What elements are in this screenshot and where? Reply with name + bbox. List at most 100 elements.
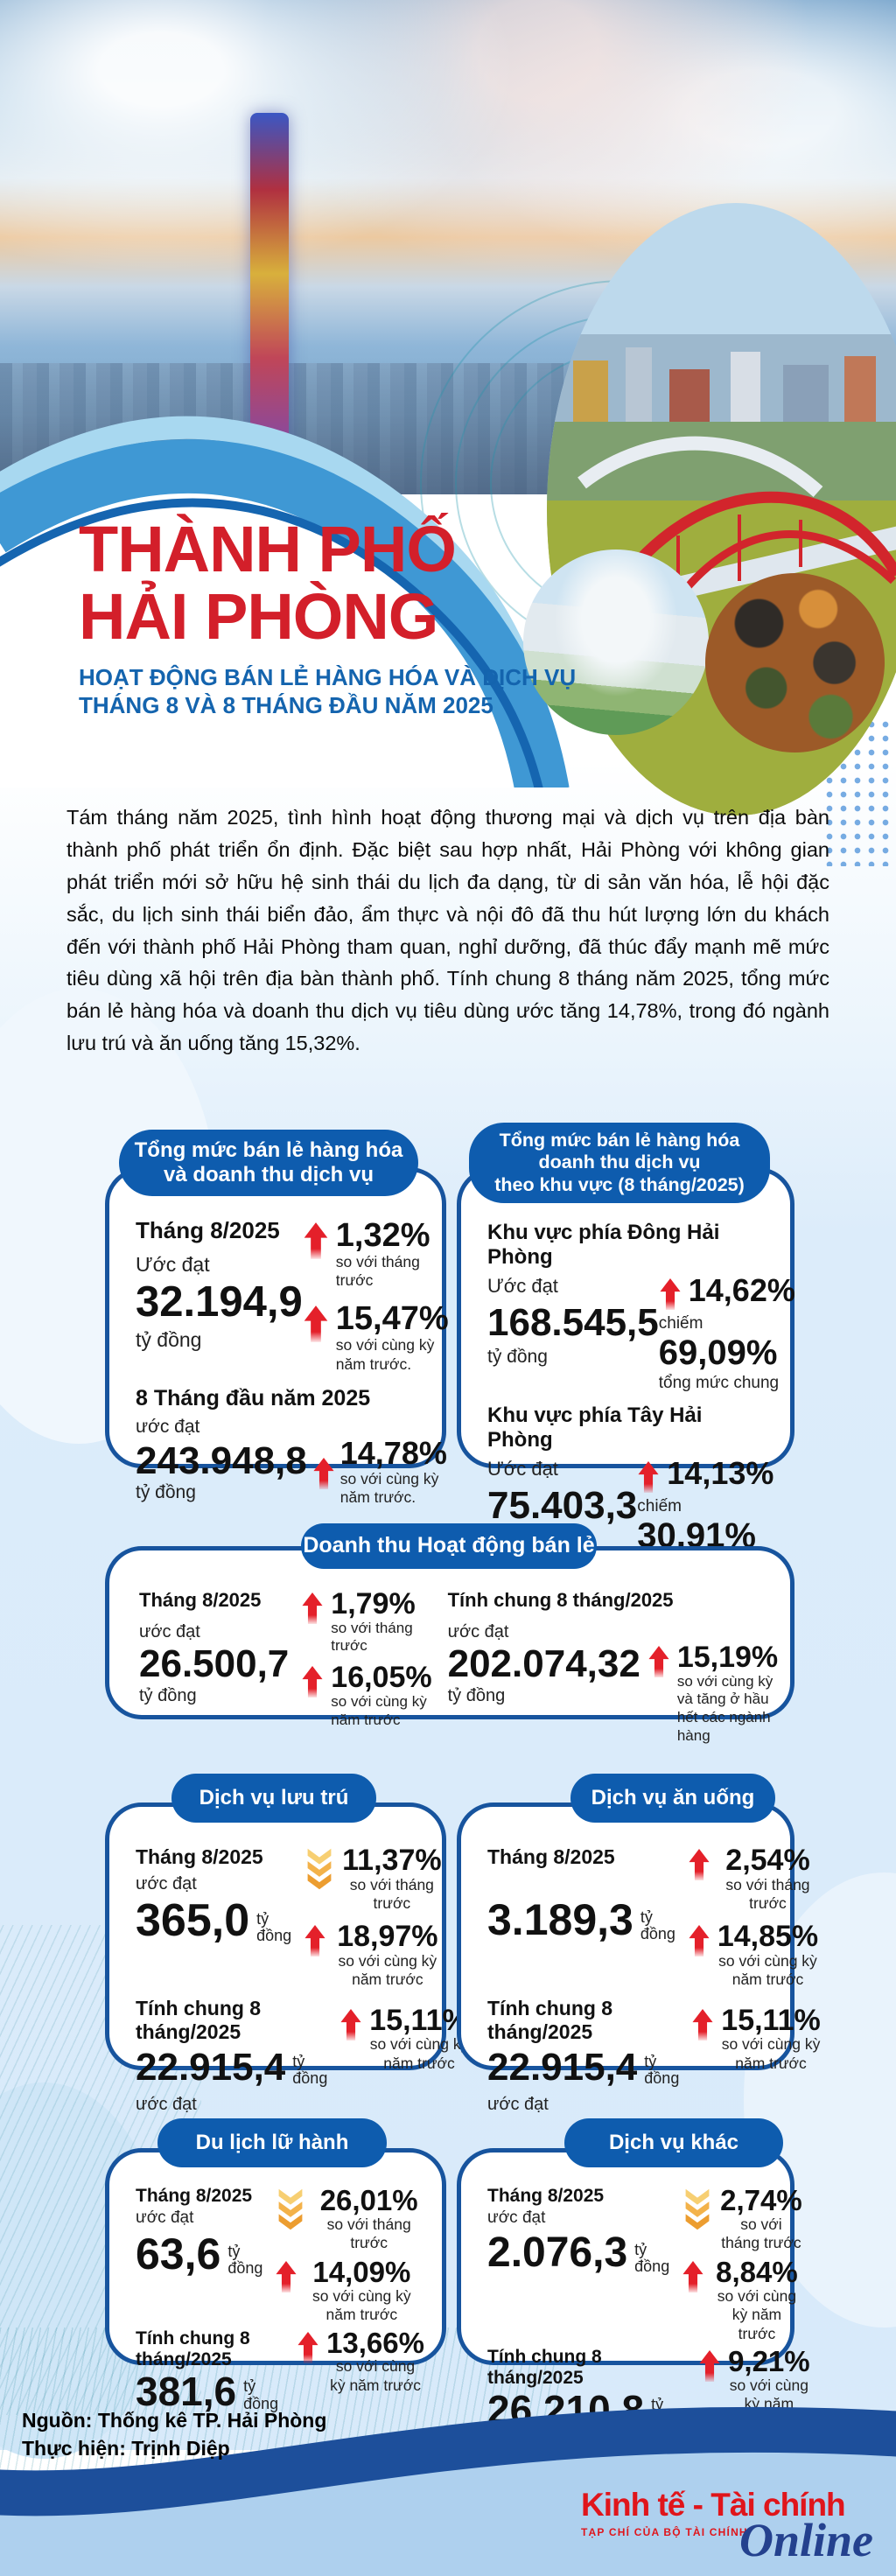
card-retail-total: Tháng 8/2025 Ước đạt 32.194,9 tỷ đồng 1,… [105,1167,449,1506]
month-value: 63,6 [136,2230,221,2278]
unit-label: tỷ đồng [228,2242,263,2278]
retail-revenue-header-text: Doanh thu Hoạt động bán lẻ [303,1533,595,1558]
stat-value: 16,05% [331,1661,432,1695]
up-arrow-icon [303,1304,329,1344]
period-label: Tháng 8/2025 [136,2186,253,2206]
stat-value: 1,32% [335,1217,430,1254]
stat-value: 15,11% [369,2003,469,2037]
service-lu-hanh-header: Du lịch lữ hành [158,2118,387,2167]
share-value: 69,09% [658,1334,778,1373]
estimate-label: Ước đạt [136,1253,210,1276]
ytd-value: 243.948,8 [136,1439,307,1483]
stat-value: 15,19% [676,1641,779,1674]
stat-vs-prev-year: 13,66% so với cùng kỳ năm trước [297,2328,424,2412]
period-label: 8 Tháng đầu năm 2025 [136,1385,371,1410]
estimate-label: ước đạt [136,2094,197,2114]
stat-value: 8,84% [716,2256,798,2289]
unit-label: tỷ đồng [634,2240,670,2275]
up-arrow-icon [648,1644,670,1679]
header-text: Dịch vụ ăn uống [591,1785,755,1810]
revenue-ytd-block: Tính chung 8 tháng/2025 ước đạt 202.074,… [447,1589,779,1744]
stat-value: 14,85% [717,1920,819,1954]
month-value: 2.076,3 [487,2230,628,2276]
estimate-label: ước đạt [136,1416,200,1437]
page-subtitle: HOẠT ĐỘNG BÁN LẺ HÀNG HÓA VÀ DỊCH VỤ THÁ… [79,663,576,720]
value-row: 365,0 tỷ đồng [136,1897,304,1945]
card-dich-vu-khac: Tháng 8/2025 ước đạt 2.076,3 tỷ đồng 2,7… [457,2148,810,2431]
retail-total-header-line1: Tổng mức bán lẻ hàng hóa [134,1138,403,1162]
card-du-lich-lu-hanh: Tháng 8/2025 ước đạt 63,6 tỷ đồng 26,01% [105,2148,446,2412]
period-label: Tháng 8/2025 [139,1589,262,1611]
up-arrow-icon [637,1460,660,1494]
unit-label: tỷ đồng [644,2053,680,2088]
ytd-value: 22.915,4 [487,2045,638,2089]
stat-vs-prev-month: 2,54% so với tháng trước [688,1845,818,1913]
month-value: 26.500,7 [139,1642,290,1685]
stat-note: so với tháng trước [335,1252,420,1290]
stat-vs-prev-month: 11,37% so với tháng trước [304,1845,442,1913]
estimate-label: ước đạt [136,2208,194,2227]
stat-note: so với cùng kỳ năm trước [338,1952,438,1989]
value-row: 3.189,3 tỷ đồng [487,1897,688,1943]
up-arrow-icon [688,1847,710,1882]
header-text: Dịch vụ lưu trú [199,1785,349,1810]
ytd-value: 202.074,32 [447,1642,640,1685]
logo-subtitle: TẠP CHÍ CỦA BỘ TÀI CHÍNH [581,2526,748,2538]
period-label: Tính chung 8 tháng/2025 [487,2347,602,2389]
stat-value: 14,78% [340,1434,447,1471]
stat-vs-prev-month: 1,79% so với tháng trước [301,1589,431,1656]
unit-label: tỷ đồng [256,1909,292,1945]
stat-note: so với tháng trước [326,2215,411,2251]
region-name: Khu vực phía Đông Hải Phòng [487,1221,720,1269]
region-name: Khu vực phía Tây Hải Phòng [487,1404,703,1452]
unit-label: tỷ đồng [487,1347,548,1368]
stat-value: 15,11% [721,2003,821,2037]
down-chevrons-icon [275,2188,306,2231]
up-arrow-icon [688,1923,710,1958]
stat-growth: 14,62% [659,1272,795,1312]
stat-value: 9,21% [728,2345,810,2378]
up-arrow-icon [303,1221,329,1261]
stat-vs-prev-year: 15,47% so với cùng kỳ năm trước. [303,1302,449,1373]
stat-note: so với tháng trước [725,1875,810,1913]
stat-vs-prev-year: 8,84% so với cùng kỳ năm trước [682,2258,802,2343]
stat-note: so với cùng kỳ năm trước [331,1692,427,1728]
stat-value: 18,97% [337,1920,438,1954]
ytd-value: 381,6 [136,2368,237,2414]
flag-tower-building [250,113,289,463]
subtitle-line-1: HOẠT ĐỘNG BÁN LẺ HÀNG HÓA VÀ DỊCH VỤ [79,663,577,690]
retail-revenue-header: Doanh thu Hoạt động bán lẻ [301,1523,597,1569]
value-row: 381,6 tỷ đồng [136,2370,297,2412]
share-label: chiếm [637,1497,682,1516]
up-arrow-icon [312,1456,335,1491]
region-value: 168.545,5 [487,1301,659,1344]
resort-photo-circle [523,550,709,735]
share-label: chiếm [658,1314,704,1333]
stat-vs-prev-year: 16,05% so với cùng kỳ năm trước [301,1661,432,1729]
month-value: 32.194,9 [136,1278,303,1326]
logo-online-script: Online [738,2514,873,2566]
stat-value: 14,62% [688,1272,795,1308]
estimate-label: ước đạt [447,1622,509,1642]
unit-label: tỷ đồng [447,1686,506,1706]
stat-note: so với cùng kỳ và tăng ở hầu hết các ngà… [676,1672,774,1744]
stat-vs-prev-year: 15,11% so với cùng kỳ năm trước [340,2003,469,2115]
period-label: Tháng 8/2025 [487,2186,605,2206]
service-khac-header: Dịch vụ khác [564,2118,783,2167]
by-region-header-line3: theo khu vực (8 tháng/2025) [494,1173,745,1195]
up-arrow-icon [659,1277,682,1312]
stat-note: so với cùng kỳ năm trước [330,2357,421,2394]
stat-vs-prev-month: 2,74% so với tháng trước [682,2186,802,2252]
unit-label: tỷ đồng [243,2377,279,2412]
service-an-uong-header: Dịch vụ ăn uống [570,1774,775,1823]
estimate-label [487,1874,688,1897]
value-row: 22.915,4 tỷ đồng [487,2045,691,2089]
estimate-label: ước đạt [136,1874,197,1894]
estimate-label: Ước đạt [487,1275,558,1297]
revenue-month-block: Tháng 8/2025 ước đạt 26.500,7 tỷ đồng [139,1589,290,1705]
logo-title: Kinh tế - Tài chính [581,2487,846,2523]
card-by-region: Khu vực phía Đông Hải Phòng Ước đạt 168.… [457,1167,795,1575]
subtitle-line-2: THÁNG 8 VÀ 8 THÁNG ĐẦU NĂM 2025 [79,692,494,719]
blue-wave-decoration [0,416,570,788]
